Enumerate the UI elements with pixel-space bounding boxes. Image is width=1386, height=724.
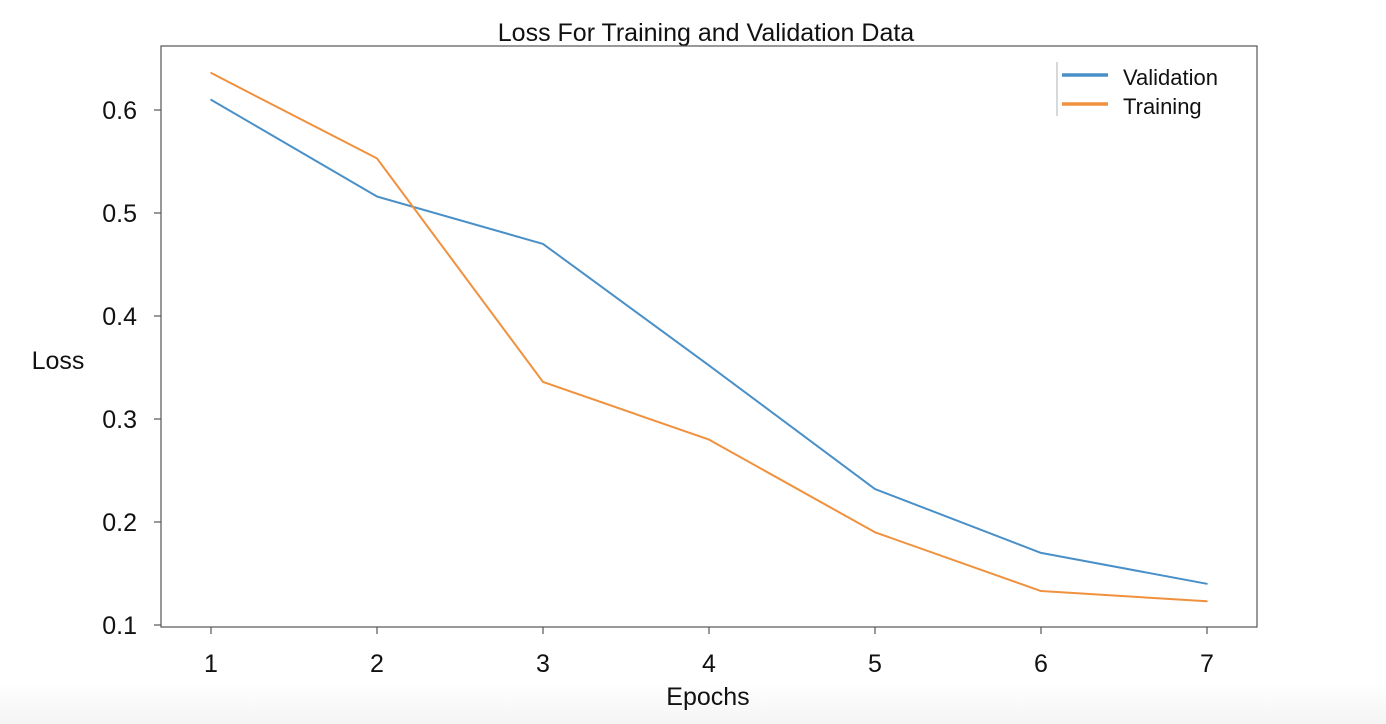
y-tick-label: 0.5 [102,200,137,228]
data-point-training [1206,600,1208,603]
data-point-training [1040,590,1042,592]
y-axis: 0.1 0.2 0.3 0.4 0.5 0.6 [102,97,161,640]
legend-label-training: Training [1123,94,1202,119]
data-point-training [542,381,544,383]
x-axis-label: Epochs [666,683,749,711]
legend: Validation Training [1056,62,1218,119]
y-tick-label: 0.3 [102,406,137,434]
data-point-validation [1206,583,1208,585]
data-point-validation [1040,552,1042,554]
chart-title: Loss For Training and Validation Data [498,19,915,47]
data-point-training [376,157,378,160]
y-axis-label: Loss [32,347,85,375]
data-point-training [874,531,876,534]
series-line-validation [210,98,1208,585]
series-line-training [210,72,1208,603]
x-axis: 1 2 3 4 5 6 7 [204,627,1214,678]
x-tick-label: 1 [204,650,218,678]
legend-label-validation: Validation [1123,65,1218,90]
x-tick-label: 4 [702,650,716,678]
x-tick-label: 3 [536,650,550,678]
y-tick-label: 0.1 [102,612,137,640]
bottom-band [0,684,1386,724]
data-point-training [708,438,710,441]
series-group [210,72,1208,603]
x-tick-label: 5 [868,650,882,678]
y-tick-label: 0.4 [102,303,137,331]
y-tick-label: 0.6 [102,97,137,125]
data-point-training [210,72,212,74]
data-point-validation [708,364,710,367]
x-tick-label: 7 [1200,650,1214,678]
y-tick-label: 0.2 [102,509,137,537]
data-point-validation [874,488,876,490]
plot-frame [160,45,1258,628]
data-point-validation [542,243,544,245]
data-point-validation [210,98,212,101]
x-tick-label: 2 [370,650,384,678]
x-tick-label: 6 [1034,650,1048,678]
data-point-validation [376,195,378,198]
